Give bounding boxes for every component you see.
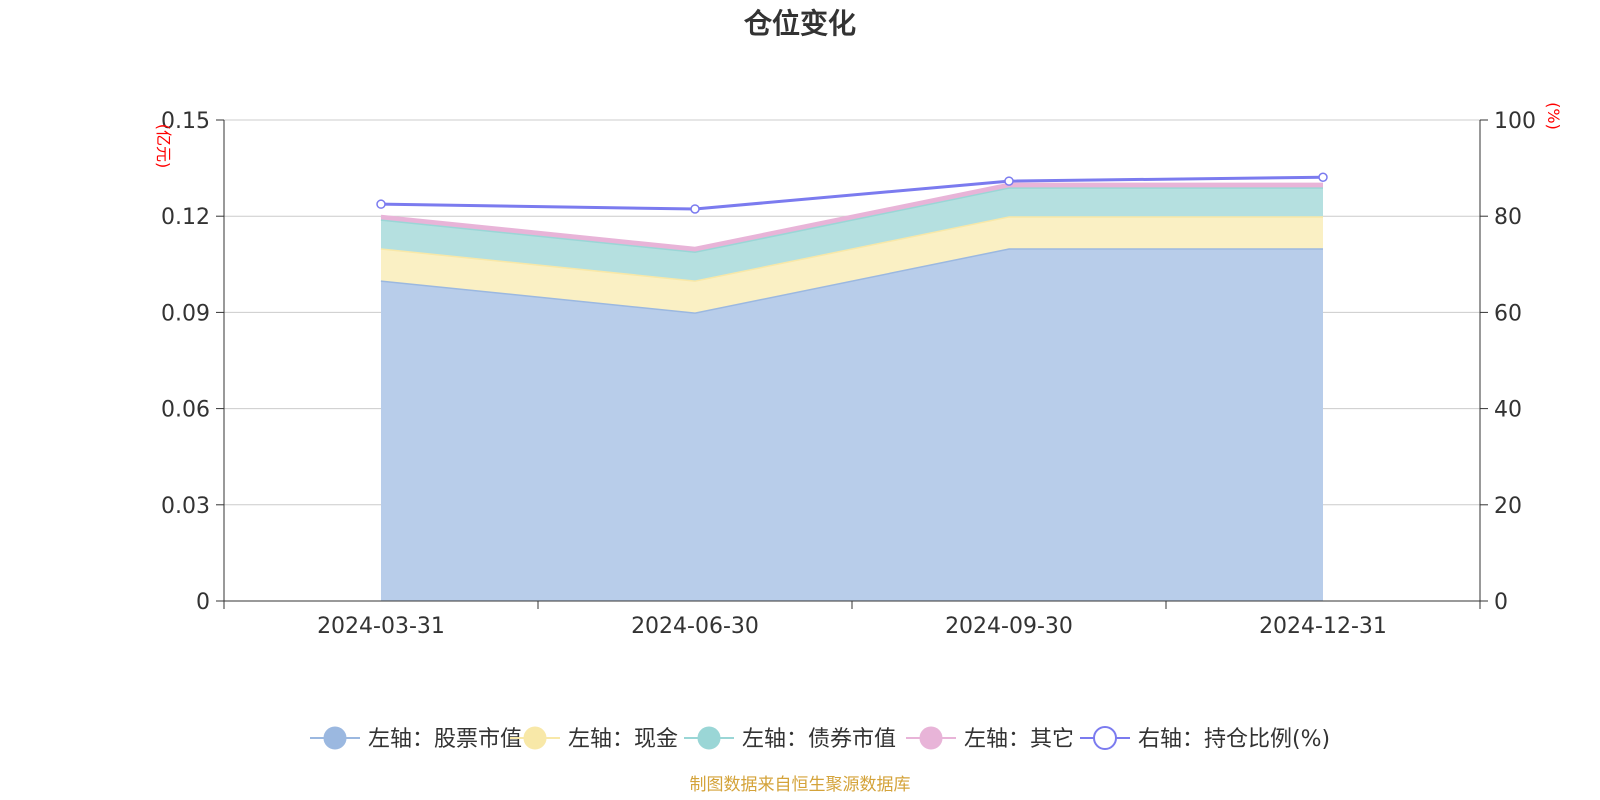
area-series-3 — [381, 184, 1323, 252]
legend-item: 左轴：现金 — [510, 726, 678, 752]
x-tick-label: 2024-09-30 — [945, 614, 1073, 639]
ratio-point — [1318, 172, 1328, 182]
legend-marker-dot — [523, 726, 547, 750]
legend-marker-dot — [323, 726, 347, 750]
axes: 0 0.03 0.06 0.09 0.12 0.15 0 20 40 60 80 100 2024-03… — [161, 109, 1536, 639]
legend-marker-dot — [919, 726, 943, 750]
legend: 左轴：股票市值 左轴：现金 左轴：债券市值 左轴：其它 右轴：持仓比例(%) — [310, 726, 1330, 752]
legend-label: 左轴：股票市值 — [368, 727, 522, 752]
left-tick-label: 0.15 — [161, 109, 210, 134]
legend-label: 左轴：债券市值 — [742, 727, 896, 752]
right-tick-label: 40 — [1494, 398, 1522, 423]
legend-label: 右轴：持仓比例(%) — [1138, 727, 1330, 752]
legend-marker-dot — [1093, 726, 1117, 750]
ratio-point — [690, 204, 700, 214]
legend-label: 左轴：现金 — [568, 727, 678, 752]
area-edge-3 — [380, 182, 1323, 250]
left-tick-label: 0 — [196, 590, 210, 615]
left-tick-label: 0.03 — [161, 494, 210, 519]
x-tick-label: 2024-03-31 — [317, 614, 445, 639]
ratio-line-path — [380, 175, 1324, 211]
area-series-0 — [381, 248, 1323, 601]
left-tick-label: 0.09 — [161, 301, 210, 326]
stacked-areas — [380, 182, 1323, 601]
area-series-2 — [381, 187, 1323, 281]
left-tick-label: 0.06 — [161, 398, 210, 423]
legend-marker-dot — [697, 726, 721, 750]
right-axis-unit: (%) — [1544, 102, 1563, 130]
ratio-point — [376, 199, 386, 209]
legend-item: 左轴：其它 — [906, 726, 1074, 752]
left-axis-unit: (亿元) — [154, 124, 173, 169]
area-series-1 — [381, 216, 1323, 313]
right-tick-label: 80 — [1494, 205, 1522, 230]
x-tick-label: 2024-12-31 — [1259, 614, 1387, 639]
legend-item: 左轴：股票市值 — [310, 726, 522, 752]
legend-item: 右轴：持仓比例(%) — [1080, 726, 1330, 752]
legend-item: 左轴：债券市值 — [684, 726, 896, 752]
ratio-point — [1004, 176, 1014, 186]
right-tick-label: 100 — [1494, 109, 1536, 134]
legend-label: 左轴：其它 — [964, 727, 1074, 752]
right-tick-label: 20 — [1494, 494, 1522, 519]
right-tick-label: 0 — [1494, 590, 1508, 615]
left-tick-label: 0.12 — [161, 205, 210, 230]
ratio-line — [376, 172, 1328, 214]
data-source-note: 制图数据来自恒生聚源数据库 — [690, 775, 911, 795]
x-tick-label: 2024-06-30 — [631, 614, 759, 639]
right-tick-label: 60 — [1494, 301, 1522, 326]
chart-title: 仓位变化 — [744, 7, 856, 40]
